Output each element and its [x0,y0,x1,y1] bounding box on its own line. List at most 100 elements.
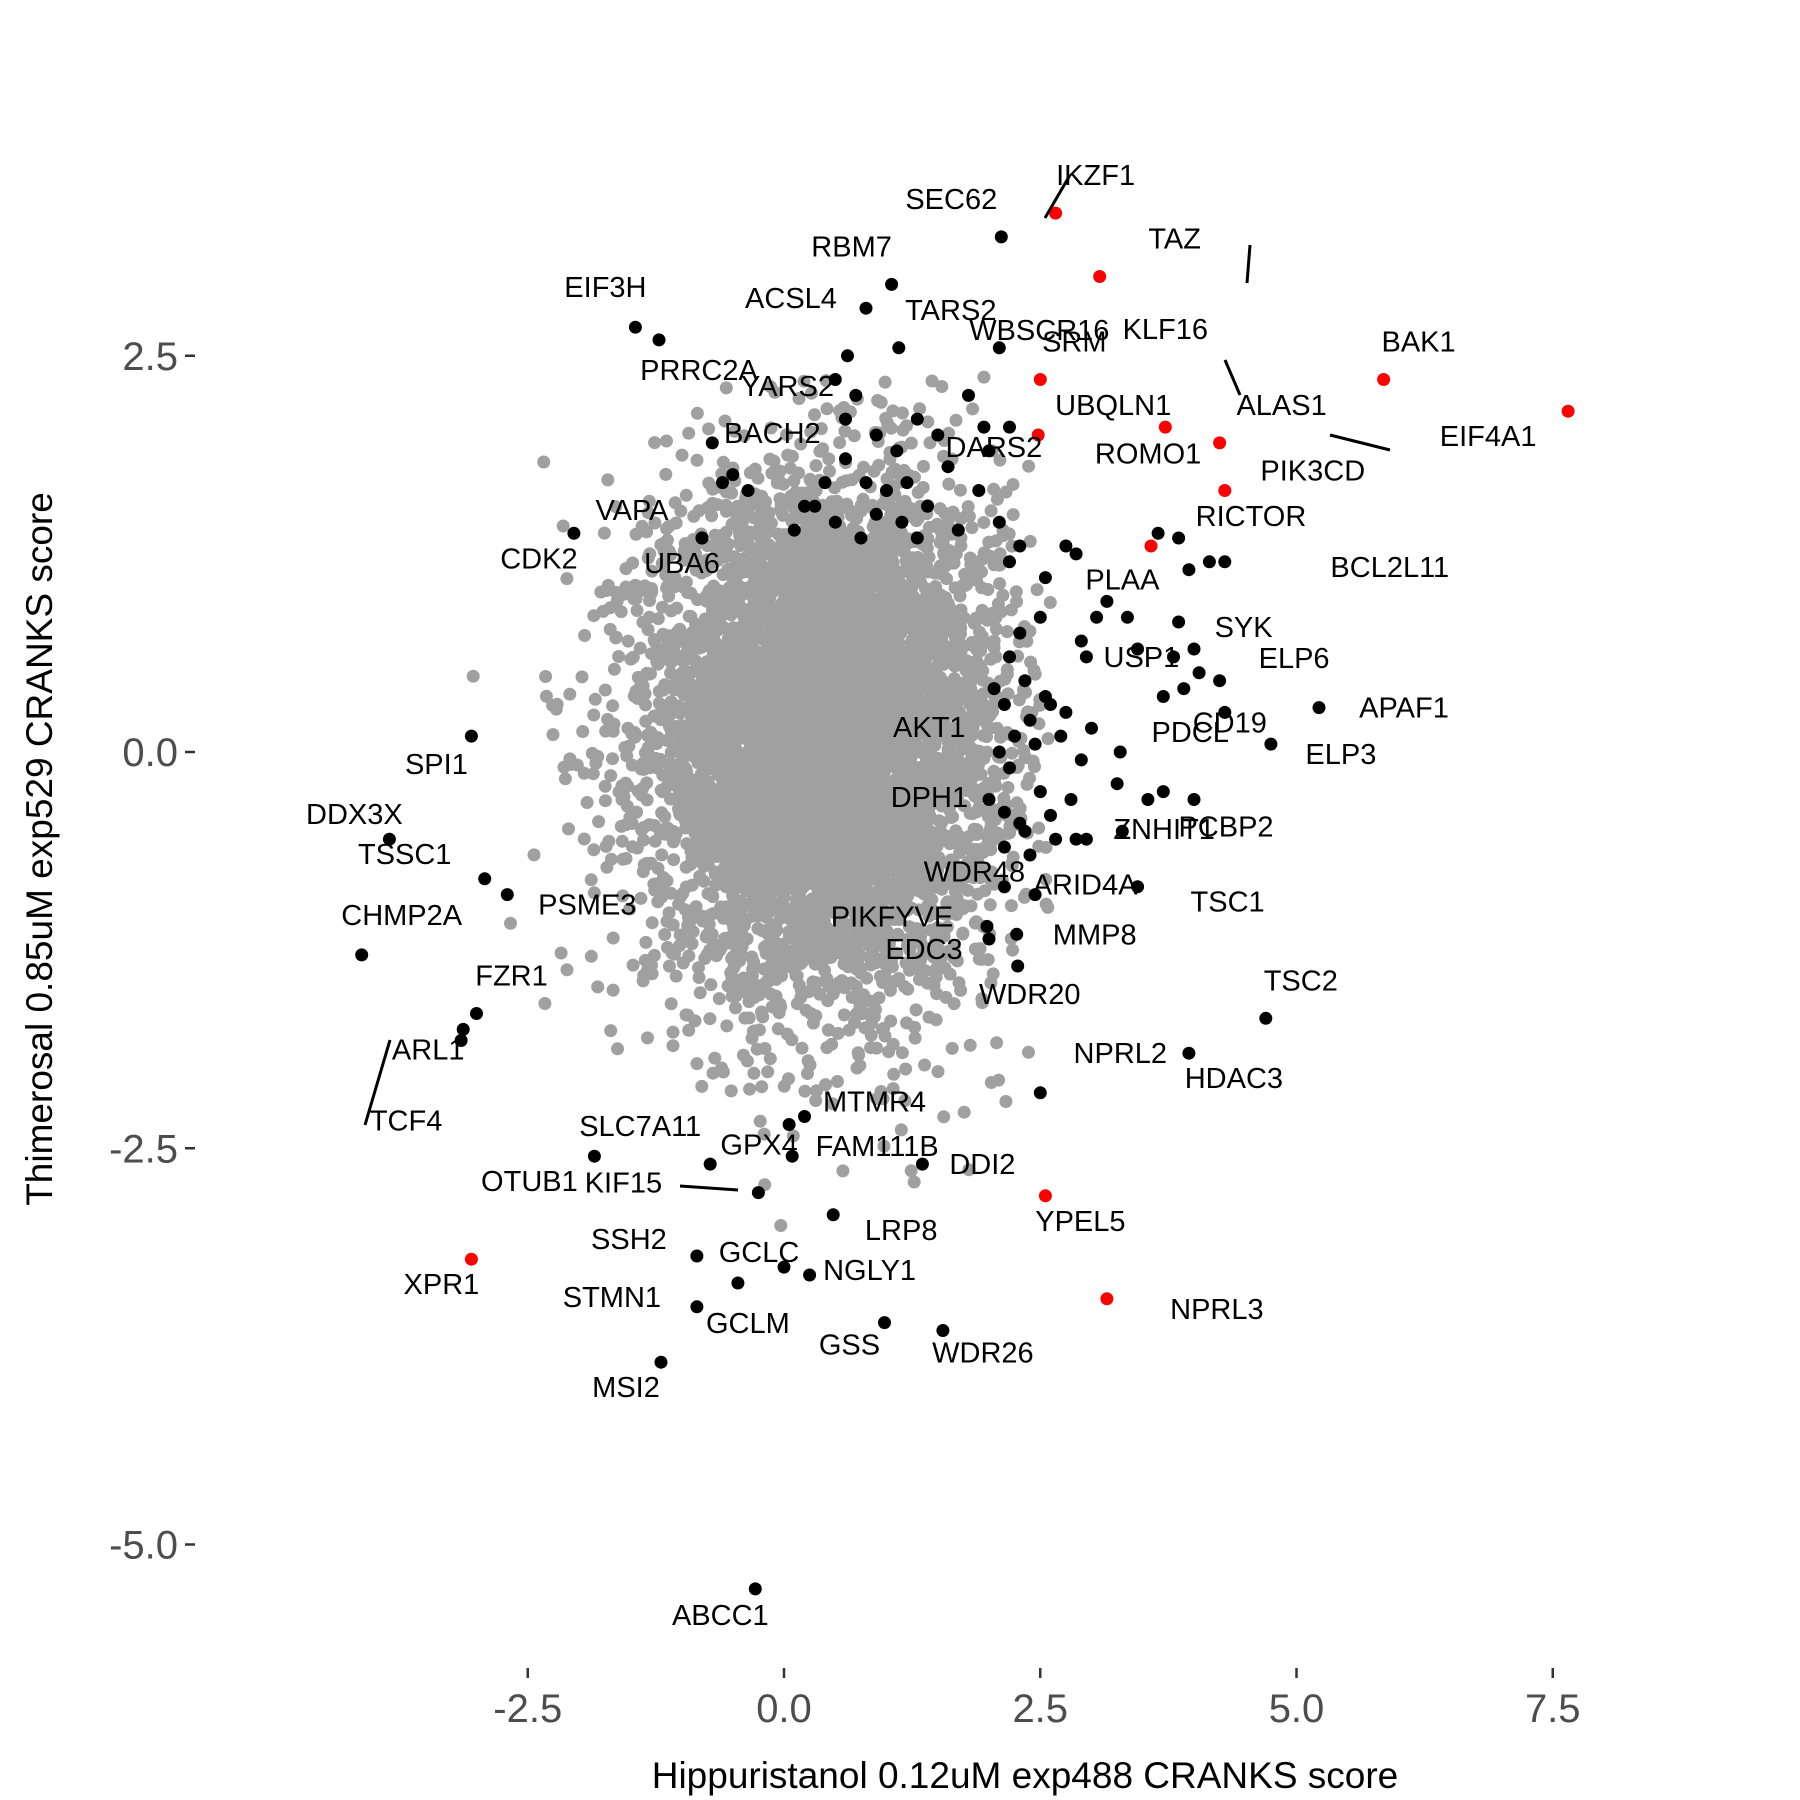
background-point [584,873,598,887]
background-point [729,1001,742,1015]
background-point [580,796,594,809]
background-point [969,828,983,841]
background-point [598,779,612,793]
background-point [1041,732,1055,746]
background-point [989,650,1003,664]
background-point [708,1051,722,1065]
background-point [639,935,653,949]
background-point [668,496,682,510]
background-point [688,1014,702,1028]
background-point [987,482,1001,496]
background-point [949,413,963,427]
background-point [601,712,615,726]
background-point [794,437,808,451]
background-point [942,477,956,491]
background-point [700,948,714,961]
background-point [913,402,927,416]
background-point [644,667,657,681]
background-point [615,834,629,848]
background-point [780,428,794,442]
background-point [823,464,836,478]
background-point [587,609,601,623]
background-point [945,1041,959,1055]
background-point [611,1042,624,1056]
background-point [695,1079,709,1093]
background-point [750,1042,764,1056]
background-point [586,767,600,781]
background-point [864,1028,878,1042]
background-point [604,1024,618,1038]
background-point [660,533,674,547]
background-point [953,589,967,603]
background-point [537,455,551,469]
background-point [847,429,861,443]
background-point [655,806,669,820]
background-point [983,898,997,912]
background-point [731,499,744,513]
background-point [792,466,805,480]
background-point [601,473,615,487]
background-point [546,728,560,742]
background-point [737,429,751,443]
background-point [774,1219,788,1232]
background-point [587,708,601,722]
background-point [809,459,823,473]
background-point [900,419,913,433]
background-point [693,986,707,1000]
background-point [640,776,654,790]
background-point [598,683,612,697]
background-point [898,1094,912,1108]
background-point [860,971,874,985]
background-point [641,506,655,520]
background-point [819,1078,833,1092]
background-point [1032,821,1046,835]
background-point [808,408,821,422]
background-point [781,448,795,462]
background-point [899,1062,913,1076]
background-point [1041,900,1055,914]
background-point [656,600,669,614]
background-point [616,852,630,866]
background-point [716,455,730,469]
background-point [1020,777,1034,791]
background-point [630,604,644,617]
background-point [911,486,925,499]
background-point [1013,801,1027,815]
background-point [712,992,726,1006]
background-point [886,1037,900,1051]
background-point [957,1105,971,1119]
background-point [666,1025,680,1039]
background-point [993,577,1007,591]
background-point [577,832,591,846]
background-point [937,449,950,463]
background-point [673,622,687,636]
background-point [539,670,553,683]
background-point [771,1022,785,1036]
background-point [560,572,574,586]
background-point [685,937,699,951]
background-point [725,861,739,875]
background-point [539,689,553,703]
background-point [630,805,644,819]
background-point [954,983,968,997]
background-point [648,834,662,848]
background-point [962,1163,976,1177]
background-point [937,1110,951,1124]
background-point [718,414,732,428]
background-point [725,989,739,1003]
background-point [878,375,892,389]
background-point [562,822,575,836]
background-point [719,498,733,512]
background-point [666,1039,680,1053]
background-point [667,853,681,867]
background-point [820,1041,834,1055]
background-point [932,522,946,536]
background-point [1030,583,1044,597]
background-point [761,1065,775,1079]
background-point [636,974,650,988]
background-point [690,453,704,467]
background-point [974,659,988,673]
background-point [836,1164,850,1178]
background-point [606,752,619,766]
background-point [837,401,851,414]
